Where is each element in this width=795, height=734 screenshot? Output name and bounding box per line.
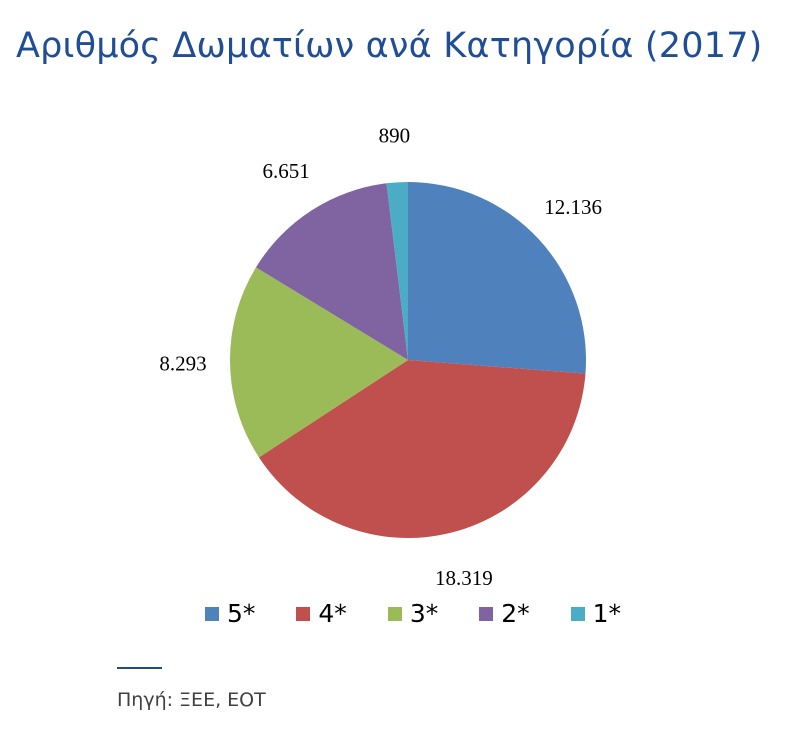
legend-item-2: 4*: [296, 599, 347, 628]
legend-label-3: 3*: [409, 599, 439, 628]
source-note: Πηγή: ΞΕΕ, ΕΟΤ: [117, 689, 266, 711]
data-label-3: 8.293: [159, 352, 206, 376]
data-label-4: 6.651: [263, 159, 310, 183]
pie-slice-1: [408, 181, 586, 374]
data-label-1: 12.136: [544, 195, 602, 219]
legend-label-5: 1*: [592, 599, 622, 628]
legend-item-1: 5*: [205, 599, 255, 628]
chart-legend: 5* 4* 3* 2* 1*: [205, 599, 662, 628]
legend-swatch-5: [570, 606, 585, 621]
data-label-2: 18.319: [435, 566, 493, 590]
legend-swatch-3: [387, 606, 402, 621]
source-divider: [117, 667, 162, 669]
legend-label-4: 2*: [501, 599, 530, 628]
legend-label-1: 5*: [227, 599, 256, 628]
legend-swatch-1: [205, 606, 219, 621]
pie-slice-2: [258, 360, 586, 539]
pie-slice-3: [230, 267, 408, 458]
data-label-5: 890: [379, 123, 411, 147]
legend-item-3: 3*: [387, 599, 439, 628]
pie-slice-4: [255, 183, 408, 360]
pie-slice-5: [386, 182, 408, 360]
legend-swatch-4: [479, 606, 494, 621]
chart-title: Αριθμός Δωματίων ανά Κατηγορία (2017): [16, 26, 763, 66]
legend-label-2: 4*: [318, 599, 347, 628]
legend-item-4: 2*: [479, 599, 530, 628]
legend-swatch-2: [296, 606, 311, 621]
legend-item-5: 1*: [570, 599, 622, 628]
